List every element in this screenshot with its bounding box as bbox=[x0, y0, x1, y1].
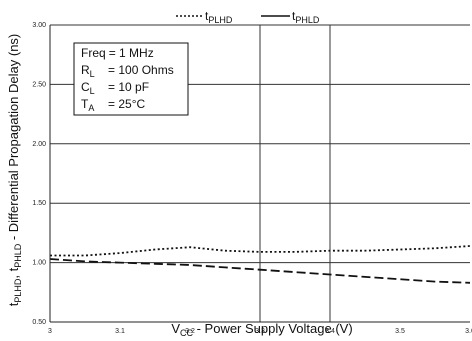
y-tick-label: 1.00 bbox=[32, 260, 46, 267]
legend-label-plhd: tPLHD bbox=[205, 9, 233, 25]
y-tick-label: 2.00 bbox=[32, 141, 46, 148]
series-line-phld bbox=[49, 258, 471, 284]
legend: tPLHD tPHLD bbox=[176, 9, 320, 25]
tick-labels: 0.50 1.00 1.50 2.00 2.50 3.00 3 3.1 3.2 3.3 3.4 3.5… bbox=[32, 22, 472, 335]
x-tick-label: 3.2 bbox=[185, 328, 195, 335]
x-tick-label: 3.4 bbox=[325, 328, 335, 335]
x-axis-title: VCC - Power Supply Voltage (V) bbox=[171, 321, 352, 338]
x-tick-label: 3 bbox=[48, 328, 52, 335]
y-tick-label: 0.50 bbox=[32, 319, 46, 326]
axes bbox=[49, 25, 470, 323]
x-tick-label: 3.5 bbox=[395, 328, 405, 335]
y-tick-label: 3.00 bbox=[32, 22, 46, 29]
condition-rl: RL bbox=[81, 63, 95, 79]
condition-ta: TA bbox=[81, 97, 94, 113]
conditions-box: Freq = 1 MHz RL = 100 Ohms CL = 10 pF TA … bbox=[73, 42, 189, 116]
series-layer bbox=[49, 245, 471, 284]
x-tick-label: 3.1 bbox=[115, 328, 125, 335]
x-tick-label: 3.3 bbox=[255, 328, 265, 335]
condition-rl-value: = 100 Ohms bbox=[108, 63, 174, 77]
condition-freq: Freq = 1 MHz bbox=[81, 46, 154, 60]
condition-ta-value: = 25°C bbox=[108, 97, 145, 111]
condition-cl: CL bbox=[81, 80, 95, 96]
y-axis-title: tPLHD, tPHLD - Differential Propagation … bbox=[6, 34, 23, 307]
y-tick-label: 1.50 bbox=[32, 200, 46, 207]
y-tick-label: 2.50 bbox=[32, 81, 46, 88]
x-tick-label: 3.6 bbox=[465, 328, 472, 335]
condition-cl-value: = 10 pF bbox=[108, 80, 149, 94]
conditions-border bbox=[73, 42, 189, 116]
legend-label-phld: tPHLD bbox=[292, 9, 320, 25]
